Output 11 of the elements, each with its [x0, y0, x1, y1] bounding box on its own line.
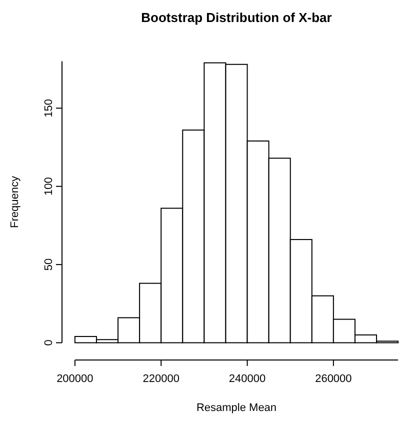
y-tick-label: 100: [43, 177, 55, 196]
x-tick-label: 240000: [228, 373, 266, 385]
y-tick-label: 150: [43, 98, 55, 118]
x-tick-label: 260000: [315, 373, 352, 385]
y-tick-label: 50: [43, 258, 55, 271]
x-axis-title: Resample Mean: [196, 402, 277, 414]
x-tick-label: 220000: [142, 373, 180, 385]
y-axis-title: Frequency: [9, 176, 21, 228]
y-tick-label: 0: [43, 340, 55, 346]
x-tick-label: 200000: [56, 373, 94, 385]
chart-title: Bootstrap Distribution of X-bar: [141, 10, 332, 25]
